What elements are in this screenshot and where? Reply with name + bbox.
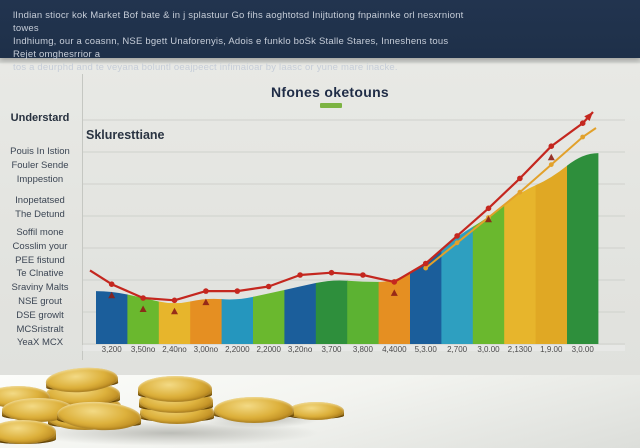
header-line-1: lIndian stiocr kok Market Bof bate & in … — [13, 10, 464, 34]
x-axis-label: 3,0.00 — [477, 345, 500, 354]
x-axis-label: 3,700 — [321, 345, 342, 354]
sidebar-item: Cosslim your — [12, 240, 68, 252]
bar-slice — [378, 153, 411, 344]
bar-slice — [253, 153, 285, 344]
bar-slice — [504, 153, 537, 344]
sidebar-item: DSE growlt — [16, 309, 64, 321]
x-axis-label: 2,1300 — [508, 345, 533, 354]
bar-slice — [221, 153, 254, 344]
title-accent-underline — [320, 103, 342, 108]
sidebar-item: YeaX MCX — [16, 337, 64, 349]
header-line-2: Indhiumg, our a coasnn, NSE bgett Unafor… — [13, 36, 449, 60]
x-axis-label: 3,200 — [102, 345, 123, 354]
orange-trend-line — [423, 127, 597, 271]
bar-slice — [441, 153, 474, 344]
x-axis-label: 5,3.00 — [415, 345, 438, 354]
bar-slice — [315, 153, 348, 344]
bar-slice — [347, 153, 380, 344]
x-axis-label: 1,9.00 — [540, 345, 563, 354]
bar-slice — [567, 153, 599, 344]
x-axis-labels: 3,200 3,50no 2,40no 3,00no 2,2000 2,2000 3,20n… — [102, 345, 595, 354]
table-surface — [0, 375, 640, 448]
sidebar-item: Pouis In Istion — [10, 146, 70, 157]
bar-slice — [472, 153, 505, 344]
header-paragraph: lIndian stiocr kok Market Bof bate & in … — [13, 9, 473, 74]
x-axis-label: 3,50no — [131, 345, 156, 354]
x-axis-label: 2,2000 — [225, 345, 250, 354]
x-axis-label: 2,2000 — [256, 345, 281, 354]
bar-slice — [190, 153, 223, 344]
sidebar-heading: Understard — [10, 112, 70, 124]
x-axis-label: 2,700 — [447, 345, 468, 354]
x-axis-label: 3,00no — [194, 345, 219, 354]
header-banner: lIndian stiocr kok Market Bof bate & in … — [0, 0, 640, 73]
x-axis-label: 2,40no — [162, 345, 187, 354]
sidebar-item: Imppestion — [16, 173, 64, 185]
bar-slice — [96, 153, 128, 344]
x-axis-label: 4,4000 — [382, 345, 407, 354]
sidebar-item: The Detund — [15, 209, 65, 221]
sidebar-item: MCSristralt — [16, 323, 64, 335]
bar-slice — [284, 153, 317, 344]
x-axis-label: 3,800 — [353, 345, 374, 354]
sidebar-item: Sraviny Malts — [11, 282, 69, 294]
sidebar-list: Understard Pouis In Istion Fouler Sende … — [0, 112, 80, 350]
sidebar-item: Inopetatsed — [15, 195, 65, 207]
x-axis-label: 3,0.00 — [572, 345, 595, 354]
arrow-head — [584, 112, 593, 122]
dip-markers — [108, 153, 555, 315]
stock-chart: 3,200 3,50no 2,40no 3,00no 2,2000 2,2000 3,20n… — [82, 74, 625, 360]
sidebar-item: Soffil mone — [16, 226, 64, 238]
bar-slice — [410, 153, 442, 344]
chart-subtitle: Skluresttiane — [86, 128, 165, 142]
sidebar-item: PEE fistund — [15, 254, 65, 266]
x-axis-label: 3,20no — [288, 345, 313, 354]
bar-slice — [535, 153, 568, 344]
red-trend-line — [89, 111, 594, 304]
sidebar-item: Te Clnative — [16, 268, 64, 280]
sidebar-item: Fouler Sende — [11, 159, 69, 171]
area-bar-slices — [96, 153, 599, 344]
sidebar-item: NSE grout — [18, 295, 62, 307]
bar-slice — [158, 153, 191, 344]
header-line-3: tos a deurphd and te veyana boluntl oeaj… — [13, 62, 398, 73]
chart-title: Nfones oketouns — [270, 84, 390, 100]
